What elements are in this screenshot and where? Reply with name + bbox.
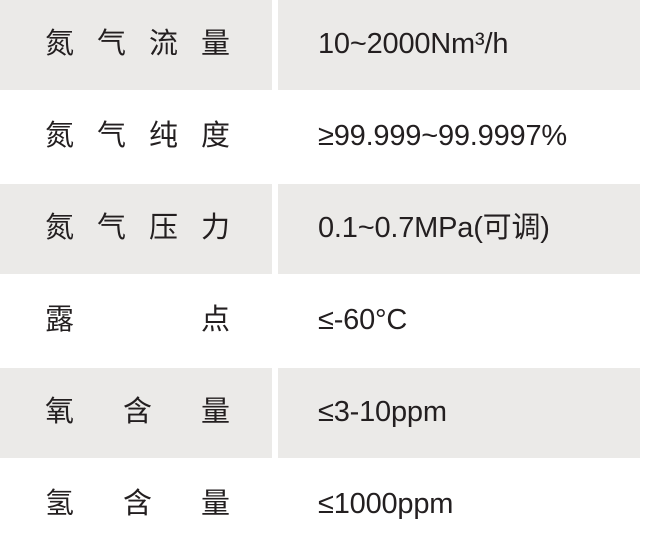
parameter-name: 氮气流量 xyxy=(45,28,230,61)
parameter-value: 10~2000Nm³/h xyxy=(318,28,509,61)
column-divider xyxy=(272,368,278,458)
table-row: 露点 ≤-60°C xyxy=(0,276,648,366)
table-cell-label: 氮气纯度 xyxy=(0,92,272,182)
column-divider xyxy=(272,460,278,550)
table-cell-value: ≤-60°C xyxy=(278,276,640,366)
parameter-value: ≥99.999~99.9997% xyxy=(318,120,567,153)
table-cell-label: 氢含量 xyxy=(0,460,272,550)
table-cell-value: 0.1~0.7MPa(可调) xyxy=(278,184,640,274)
column-divider xyxy=(272,276,278,366)
parameter-value: ≤-60°C xyxy=(318,304,408,337)
table-row: 氮气流量 10~2000Nm³/h xyxy=(0,0,648,90)
table-row: 氧含量 ≤3-10ppm xyxy=(0,368,648,458)
column-divider xyxy=(272,0,278,90)
parameter-name: 露点 xyxy=(45,304,230,337)
parameter-name: 氢含量 xyxy=(45,488,230,521)
table-row: 氮气纯度 ≥99.999~99.9997% xyxy=(0,92,648,182)
parameter-name: 氧含量 xyxy=(45,396,230,429)
table-cell-value: 10~2000Nm³/h xyxy=(278,0,640,90)
table-cell-label: 氧含量 xyxy=(0,368,272,458)
table-cell-label: 氮气流量 xyxy=(0,0,272,90)
table-cell-value: ≤3-10ppm xyxy=(278,368,640,458)
table-cell-label: 露点 xyxy=(0,276,272,366)
table-row: 氢含量 ≤1000ppm xyxy=(0,460,648,550)
parameter-name: 氮气纯度 xyxy=(45,120,230,153)
parameter-value: ≤1000ppm xyxy=(318,488,454,521)
parameter-value: ≤3-10ppm xyxy=(318,396,447,429)
parameter-value: 0.1~0.7MPa(可调) xyxy=(318,212,550,245)
parameter-name: 氮气压力 xyxy=(45,212,230,245)
table-cell-label: 氮气压力 xyxy=(0,184,272,274)
table-row: 氮气压力 0.1~0.7MPa(可调) xyxy=(0,184,648,274)
column-divider xyxy=(272,92,278,182)
column-divider xyxy=(272,184,278,274)
table-cell-value: ≥99.999~99.9997% xyxy=(278,92,640,182)
table-cell-value: ≤1000ppm xyxy=(278,460,640,550)
